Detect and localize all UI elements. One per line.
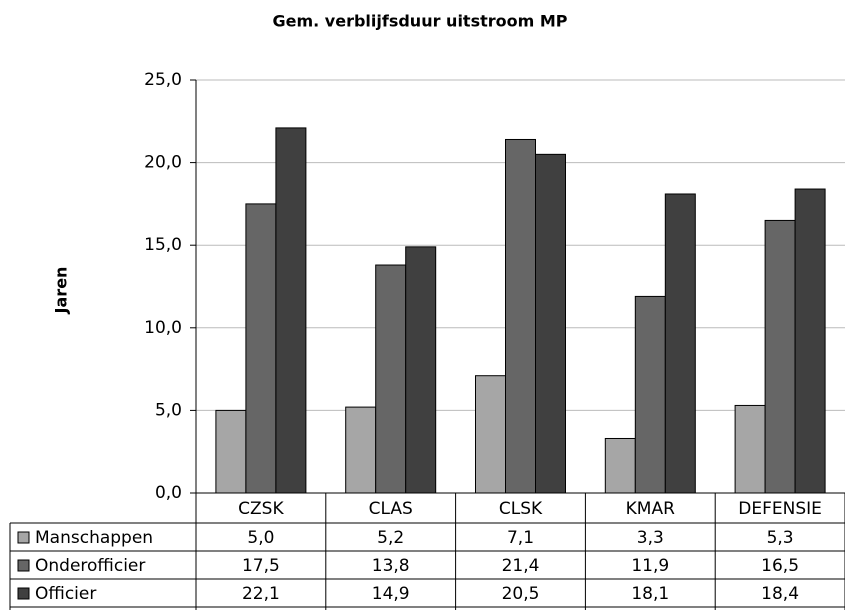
bar	[215, 409, 247, 494]
x-tick-label: CLSK	[499, 499, 543, 519]
table-value: 5,0	[247, 528, 274, 548]
table-value: 21,4	[502, 556, 540, 576]
legend-swatch	[17, 559, 30, 572]
table-value: 22,1	[242, 584, 280, 604]
table-value: 20,5	[502, 584, 540, 604]
table-value: 3,3	[637, 528, 664, 548]
bar	[535, 153, 566, 494]
bar	[634, 295, 666, 494]
y-tick-label: 25,0	[144, 70, 182, 90]
table-value: 5,3	[767, 528, 794, 548]
bar	[375, 264, 407, 494]
y-tick-label: 0,0	[155, 483, 182, 503]
legend-swatch	[17, 531, 30, 544]
legend-label: Manschappen	[35, 528, 153, 548]
legend-label: Officier	[35, 584, 96, 604]
bar	[345, 406, 377, 494]
table-value: 17,5	[242, 556, 280, 576]
bar	[405, 246, 437, 494]
x-tick-label: DEFENSIE	[738, 499, 822, 519]
legend-swatch	[17, 587, 30, 600]
table-value: 13,8	[372, 556, 410, 576]
x-tick-label: KMAR	[626, 499, 675, 519]
bar	[275, 127, 307, 494]
table-value: 7,1	[507, 528, 534, 548]
table-value: 5,2	[377, 528, 404, 548]
y-tick-label: 10,0	[144, 318, 182, 338]
y-tick-label: 15,0	[144, 235, 182, 255]
y-axis-label: Jaren	[52, 267, 71, 315]
bar	[664, 193, 696, 494]
bar	[604, 437, 636, 494]
x-tick-label: CZSK	[238, 499, 284, 519]
table-value: 18,4	[761, 584, 799, 604]
table-value: 16,5	[761, 556, 799, 576]
bar	[505, 138, 536, 494]
table-value: 11,9	[631, 556, 669, 576]
x-tick-label: CLAS	[369, 499, 413, 519]
y-tick-label: 5,0	[155, 400, 182, 420]
y-tick-label: 20,0	[144, 153, 182, 173]
bar	[794, 188, 826, 494]
bar	[475, 375, 506, 494]
bar	[245, 203, 277, 494]
bar	[764, 219, 796, 494]
table-value: 14,9	[372, 584, 410, 604]
legend-label: Onderofficier	[35, 556, 145, 576]
chart-title: Gem. verblijfsduur uitstroom MP	[272, 12, 567, 31]
table-value: 18,1	[631, 584, 669, 604]
bar	[734, 404, 766, 494]
